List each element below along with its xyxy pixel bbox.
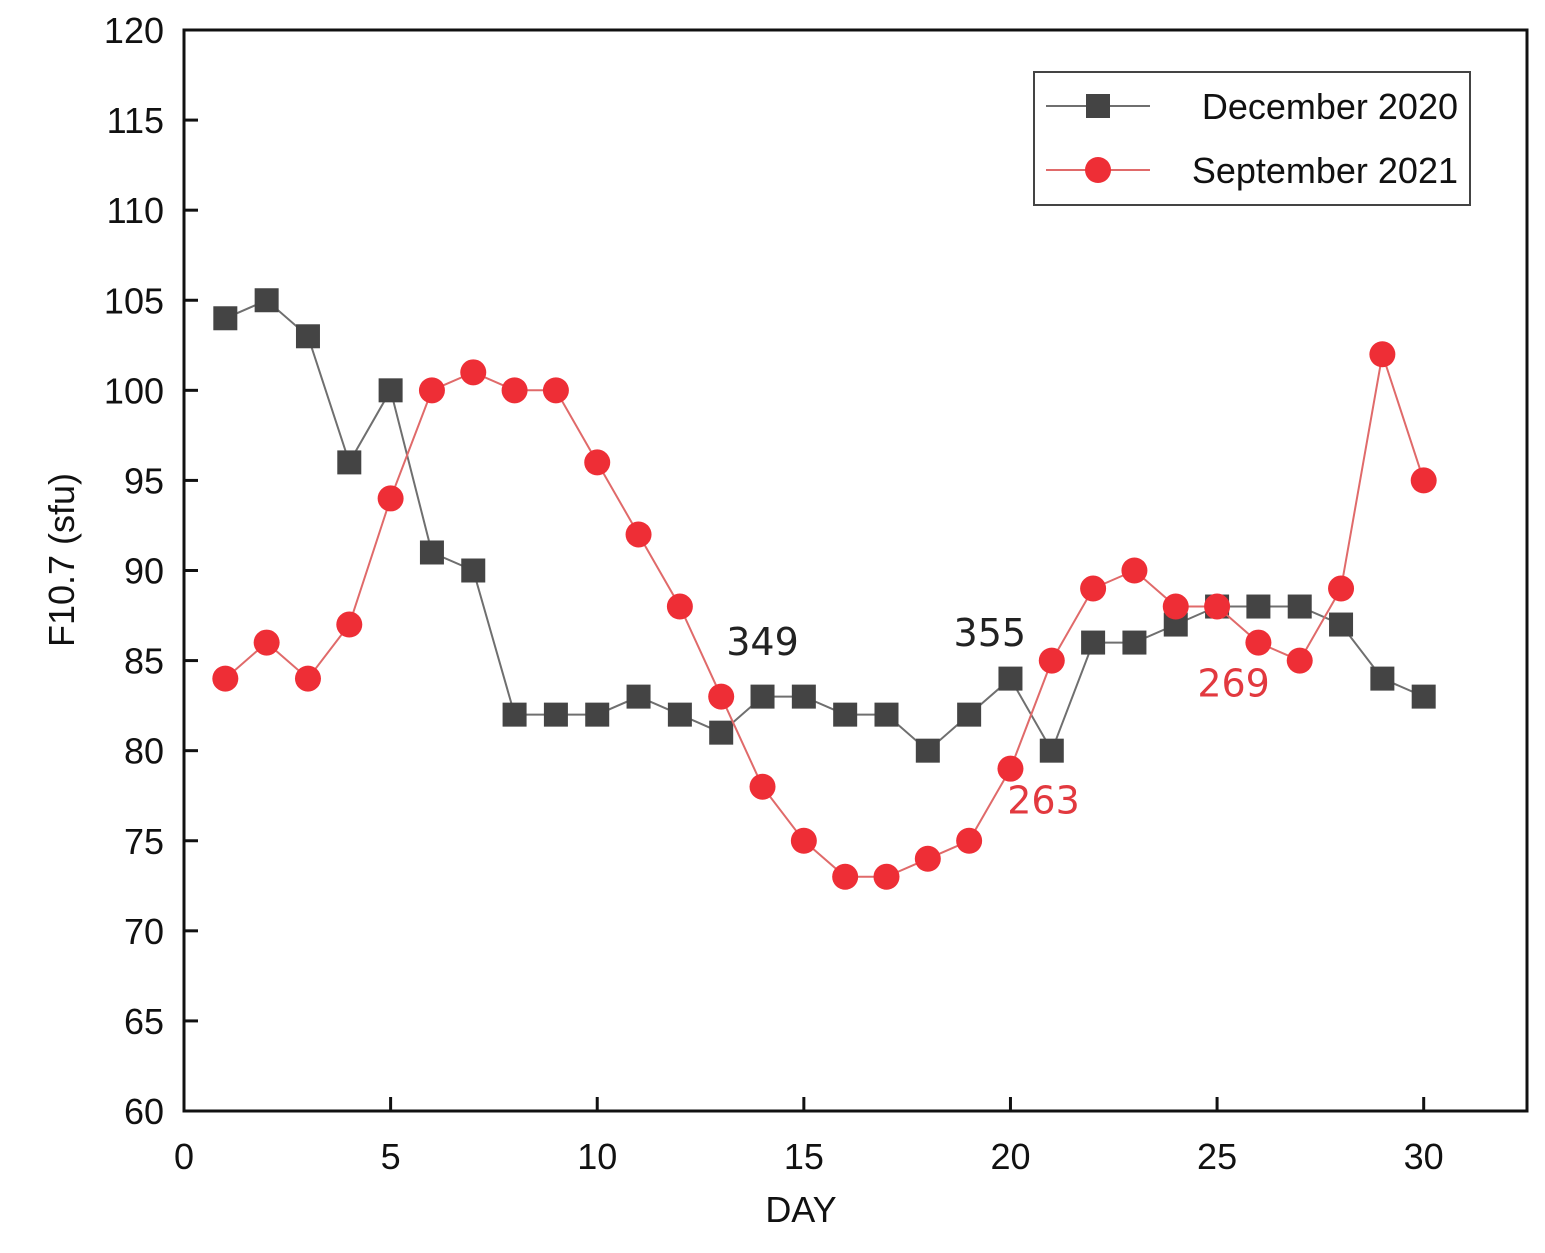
data-point-september [377,485,404,512]
data-point-december [1329,612,1354,637]
data-point-december [957,702,982,727]
y-tick-label: 110 [107,190,164,231]
data-point-december [626,684,651,709]
x-tick-label: 0 [174,1136,194,1177]
data-point-december [585,702,610,727]
data-point-december [1246,594,1271,619]
data-point-september [501,377,528,404]
data-point-december [461,558,486,583]
series-line-1 [224,353,1425,878]
y-tick-label: 100 [104,370,164,411]
data-point-september [1162,593,1189,620]
y-tick-label: 115 [107,100,164,141]
legend-label: September 2021 [1192,150,1458,191]
data-point-september [1245,629,1272,656]
data-point-september [1121,557,1148,584]
y-tick-label: 90 [124,551,164,592]
data-point-december [915,738,940,763]
data-point-december [502,702,527,727]
data-point-september [542,377,569,404]
data-point-september [1080,575,1107,602]
data-point-september [625,521,652,548]
data-point-december [667,702,692,727]
x-tick-label: 30 [1404,1136,1444,1177]
data-point-september [1038,647,1065,674]
x-axis: 0 5 10 15 20 25 30 [174,1097,1444,1177]
data-point-december [213,306,238,331]
data-point-september [1369,341,1396,368]
x-tick-label: 20 [990,1136,1030,1177]
data-point-december [833,702,858,727]
data-point-september [914,845,941,872]
data-point-september [666,593,693,620]
data-point-september [997,755,1024,782]
legend-marker-square [1086,94,1110,118]
data-point-september [873,863,900,890]
data-point-september [336,611,363,638]
data-point-december [998,666,1023,691]
data-point-september [1204,593,1231,620]
y-tick-label: 75 [124,821,164,862]
y-axis-title: F10.7 (sfu) [41,473,82,647]
annotation-label: 349 [726,620,799,664]
data-point-september [749,773,776,800]
x-tick-label: 10 [577,1136,617,1177]
data-point-december [709,720,734,745]
data-point-september [956,827,983,854]
data-point-september [460,359,487,386]
data-point-september [708,683,735,710]
data-point-september [832,863,859,890]
y-tick-label: 60 [124,1091,164,1132]
data-point-september [1410,467,1437,494]
y-axis: 60 65 70 75 80 85 90 95 100 105 110 115 120 [104,10,198,1132]
y-tick-label: 65 [124,1001,164,1042]
data-point-december [543,702,568,727]
legend-marker-circle [1085,157,1111,183]
y-tick-label: 80 [124,731,164,772]
data-point-september [253,629,280,656]
data-point-december [254,288,279,313]
legend-label: December 2020 [1202,86,1458,127]
data-point-december [874,702,899,727]
data-point-september [790,827,817,854]
data-point-december [1287,594,1312,619]
data-point-september [584,449,611,476]
data-point-september [1286,647,1313,674]
y-tick-label: 105 [104,280,164,321]
x-tick-label: 15 [784,1136,824,1177]
data-point-december [1081,630,1106,655]
series-layer [212,288,1437,890]
y-tick-label: 85 [124,641,164,682]
data-point-september [1328,575,1355,602]
annotation-label: 269 [1197,662,1270,706]
data-point-december [1122,630,1147,655]
data-point-september [212,665,239,692]
data-point-december [1411,684,1436,709]
legend: December 2020 September 2021 [1033,71,1471,206]
annotations: 349 355 263 269 [726,611,1270,823]
y-tick-label: 120 [104,10,164,51]
data-point-december [1039,738,1064,763]
data-point-december [378,378,403,403]
x-tick-label: 5 [381,1136,401,1177]
y-tick-label: 70 [124,911,164,952]
data-point-september [294,665,321,692]
annotation-label: 355 [954,611,1027,655]
data-point-december [750,684,775,709]
data-point-december [1370,666,1395,691]
y-tick-label: 95 [124,460,164,501]
data-point-september [418,377,445,404]
x-tick-label: 25 [1197,1136,1237,1177]
data-point-december [295,324,320,349]
data-point-december [419,540,444,565]
x-axis-title: DAY [765,1189,836,1230]
annotation-label: 263 [1007,779,1080,823]
data-point-december [337,450,362,475]
data-point-december [791,684,816,709]
